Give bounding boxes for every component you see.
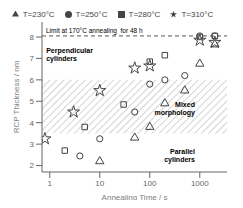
svg-text:7: 7 xyxy=(30,54,35,63)
svg-text:1: 1 xyxy=(48,179,53,188)
svg-text:Parallelcylinders: Parallelcylinders xyxy=(164,147,195,163)
svg-text:6: 6 xyxy=(30,76,35,85)
svg-text:10: 10 xyxy=(95,179,104,188)
svg-text:Perpendicularcylinders: Perpendicularcylinders xyxy=(46,47,93,63)
svg-text:2: 2 xyxy=(30,161,35,170)
svg-text:100: 100 xyxy=(143,179,157,188)
svg-text:3: 3 xyxy=(30,140,35,149)
html-text:T=280°C: T=280°C xyxy=(128,10,161,19)
svg-text:Limit at 170°C annealing for: Limit at 170°C annealing for 48 h xyxy=(46,27,143,35)
html-text:T=310°C: T=310°C xyxy=(181,10,214,19)
html-text:T=230°C: T=230°C xyxy=(22,10,55,19)
svg-text:1000: 1000 xyxy=(191,179,209,188)
svg-text:Mixedmorphology: Mixedmorphology xyxy=(154,100,195,116)
svg-text:4: 4 xyxy=(30,119,35,128)
svg-text:RCP Thickness / nm: RCP Thickness / nm xyxy=(12,60,21,133)
svg-text:Annealing Time / s: Annealing Time / s xyxy=(102,193,168,200)
svg-text:8: 8 xyxy=(30,33,35,42)
html-text:T=250°C: T=250°C xyxy=(75,10,108,19)
svg-text:5: 5 xyxy=(30,97,35,106)
